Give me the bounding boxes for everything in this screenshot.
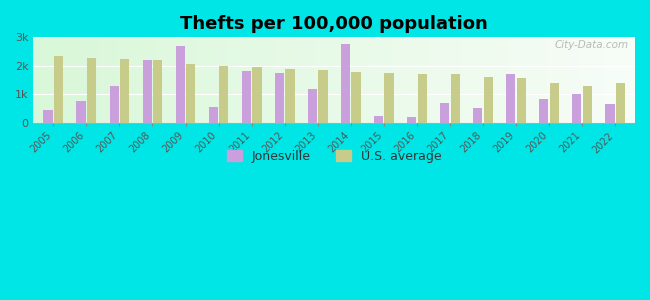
Bar — [153, 60, 162, 123]
Bar — [120, 59, 129, 123]
Bar — [142, 60, 152, 123]
Bar — [539, 99, 549, 123]
Bar — [616, 83, 625, 123]
Bar — [54, 56, 63, 123]
Bar — [417, 74, 427, 123]
Bar — [407, 117, 416, 123]
Bar — [473, 108, 482, 123]
Bar — [77, 101, 86, 123]
Bar — [318, 70, 328, 123]
Text: City-Data.com: City-Data.com — [555, 40, 629, 50]
Bar — [440, 103, 449, 123]
Bar — [583, 86, 592, 123]
Bar — [506, 74, 515, 123]
Bar — [308, 88, 317, 123]
Legend: Jonesville, U.S. average: Jonesville, U.S. average — [222, 145, 447, 168]
Bar — [275, 73, 284, 123]
Bar — [374, 116, 383, 123]
Title: Thefts per 100,000 population: Thefts per 100,000 population — [180, 15, 488, 33]
Bar — [385, 73, 394, 123]
Bar — [352, 72, 361, 123]
Bar — [285, 69, 294, 123]
Bar — [572, 94, 582, 123]
Bar — [242, 71, 251, 123]
Bar — [484, 77, 493, 123]
Bar — [450, 74, 460, 123]
Bar — [87, 58, 96, 123]
Bar — [219, 66, 229, 123]
Bar — [186, 64, 196, 123]
Bar — [341, 44, 350, 123]
Bar — [550, 83, 559, 123]
Bar — [252, 67, 261, 123]
Bar — [517, 78, 526, 123]
Bar — [44, 110, 53, 123]
Bar — [209, 107, 218, 123]
Bar — [109, 86, 119, 123]
Bar — [605, 104, 614, 123]
Bar — [176, 46, 185, 123]
